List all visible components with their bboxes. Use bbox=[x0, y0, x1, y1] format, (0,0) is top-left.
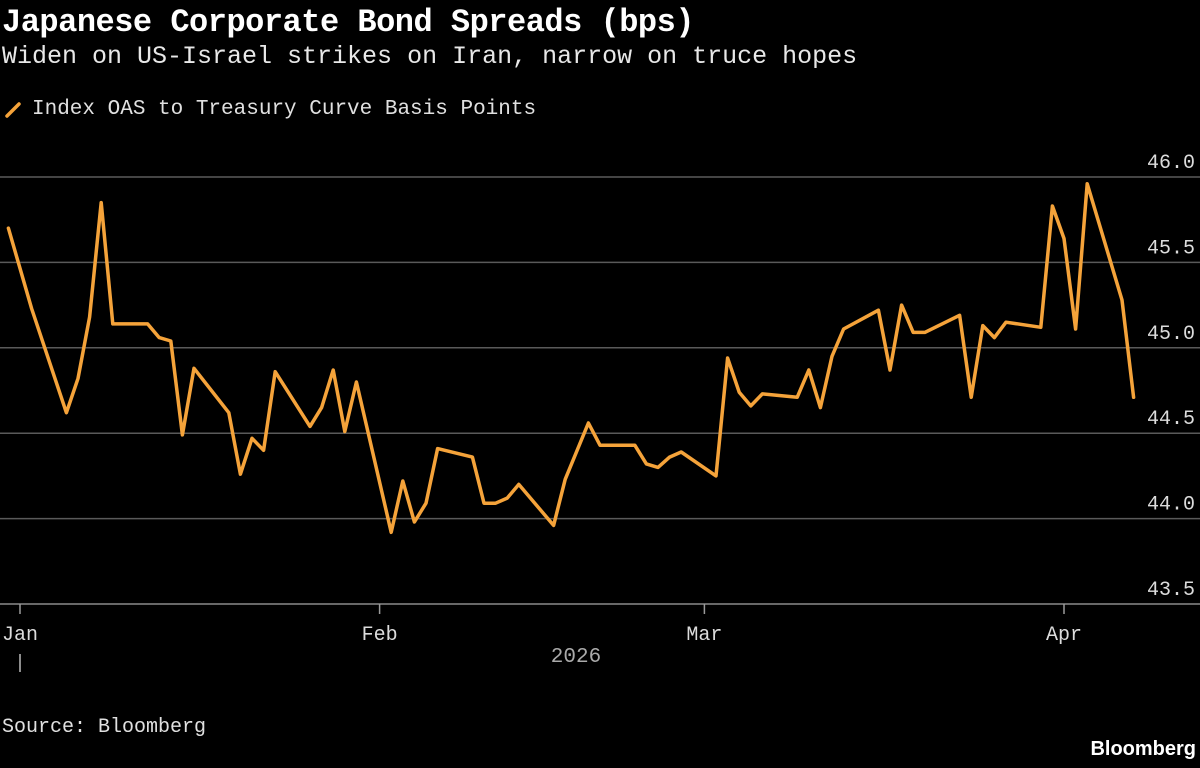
data-point bbox=[830, 355, 834, 358]
data-point bbox=[517, 483, 520, 486]
data-point bbox=[900, 303, 903, 307]
data-point bbox=[169, 339, 172, 343]
data-point bbox=[1004, 320, 1008, 324]
data-point bbox=[552, 524, 555, 527]
data-point bbox=[645, 462, 648, 466]
data-point bbox=[192, 367, 196, 370]
x-tick-label: Mar bbox=[686, 624, 722, 647]
data-point bbox=[506, 496, 509, 500]
source-note: Source: Bloomberg bbox=[2, 716, 207, 739]
data-point bbox=[726, 356, 729, 360]
data-point bbox=[633, 443, 636, 447]
data-point bbox=[1074, 327, 1077, 331]
data-point bbox=[668, 455, 671, 459]
data-point bbox=[993, 336, 996, 339]
data-point bbox=[749, 404, 752, 408]
data-point bbox=[30, 307, 33, 310]
data-point bbox=[250, 437, 254, 440]
data-point bbox=[1120, 298, 1124, 302]
data-point bbox=[158, 336, 161, 339]
legend-line-icon bbox=[5, 101, 21, 118]
data-point bbox=[1086, 182, 1089, 186]
x-tick-label: Apr bbox=[1046, 624, 1082, 647]
data-point bbox=[807, 368, 810, 372]
data-point bbox=[714, 474, 718, 478]
data-point bbox=[877, 309, 880, 312]
data-point bbox=[111, 322, 115, 326]
data-point bbox=[888, 368, 892, 372]
x-axis-ticks: Jan Feb Mar Apr 2026 bbox=[2, 604, 1082, 672]
data-point bbox=[320, 406, 323, 409]
data-point bbox=[88, 315, 91, 319]
data-point bbox=[76, 377, 80, 380]
data-point bbox=[262, 449, 265, 452]
data-point bbox=[761, 392, 764, 396]
x-tick-label: Feb bbox=[362, 624, 398, 647]
chart-title: Japanese Corporate Bond Spreads (bps) bbox=[2, 4, 695, 41]
data-point bbox=[401, 479, 404, 483]
data-point bbox=[181, 433, 184, 437]
data-point bbox=[819, 406, 822, 409]
data-point bbox=[471, 455, 474, 459]
data-point bbox=[796, 396, 799, 399]
data-point bbox=[1051, 204, 1054, 208]
legend: Index OAS to Treasury Curve Basis Points bbox=[4, 98, 536, 121]
data-point bbox=[958, 314, 961, 317]
data-point bbox=[912, 331, 915, 334]
data-point bbox=[494, 502, 497, 505]
data-point bbox=[1132, 396, 1135, 399]
data-point bbox=[981, 324, 984, 327]
data-point bbox=[227, 411, 230, 414]
data-point bbox=[308, 425, 312, 428]
data-point bbox=[343, 430, 346, 433]
y-tick-label: 44.0 bbox=[1147, 494, 1195, 517]
data-point bbox=[738, 391, 741, 394]
data-point bbox=[390, 531, 393, 534]
data-point bbox=[413, 520, 416, 524]
y-tick-label: 43.5 bbox=[1147, 579, 1195, 602]
data-point bbox=[970, 396, 973, 399]
data-point bbox=[656, 466, 660, 469]
series-line bbox=[6, 182, 1136, 535]
data-point bbox=[923, 331, 926, 334]
data-point bbox=[1062, 237, 1066, 240]
gridlines bbox=[0, 176, 1200, 605]
x-axis-year-label: 2026 bbox=[551, 646, 601, 669]
data-point bbox=[842, 327, 845, 331]
data-point bbox=[239, 472, 242, 476]
data-point bbox=[65, 411, 68, 414]
y-tick-label: 45.0 bbox=[1147, 323, 1195, 346]
data-point bbox=[7, 227, 10, 230]
y-tick-label: 44.5 bbox=[1147, 408, 1195, 431]
data-point bbox=[332, 368, 335, 372]
y-tick-label: 46.0 bbox=[1147, 152, 1195, 175]
data-point bbox=[355, 380, 358, 384]
data-point bbox=[146, 322, 149, 326]
series-layer bbox=[6, 182, 1136, 535]
data-point bbox=[274, 370, 277, 373]
y-tick-label: 45.5 bbox=[1147, 237, 1195, 260]
data-point bbox=[680, 450, 683, 454]
data-point bbox=[482, 502, 486, 505]
y-axis-ticks: 43.5 44.0 44.5 45.0 45.5 46.0 bbox=[1147, 152, 1195, 602]
x-tick-label: Jan bbox=[2, 624, 38, 647]
data-point bbox=[598, 443, 602, 447]
data-point bbox=[424, 502, 428, 505]
data-point bbox=[436, 447, 439, 450]
data-point bbox=[1039, 326, 1043, 329]
legend-label: Index OAS to Treasury Curve Basis Points bbox=[32, 98, 537, 121]
data-point bbox=[587, 421, 590, 425]
data-point bbox=[564, 478, 567, 481]
data-point bbox=[100, 201, 103, 204]
chart-subtitle: Widen on US-Israel strikes on Iran, narr… bbox=[2, 42, 858, 71]
bloomberg-logo: Bloomberg bbox=[1090, 738, 1196, 760]
